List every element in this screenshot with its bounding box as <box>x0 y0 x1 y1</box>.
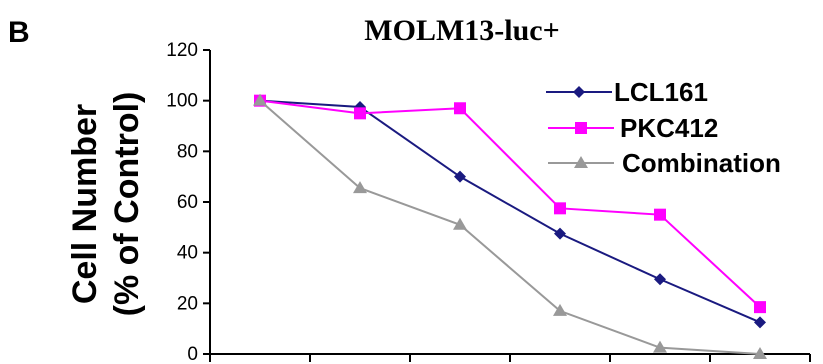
data-point <box>354 107 366 120</box>
data-point <box>453 217 467 230</box>
legend-label: PKC412 <box>620 113 718 143</box>
series-line <box>259 99 761 355</box>
legend-item-pkc412: PKC412 <box>548 113 718 143</box>
legend-label: Combination <box>622 148 781 178</box>
y-axis-label-line2: (% of Control) <box>108 92 146 317</box>
y-tick-label: 60 <box>177 192 198 213</box>
x-ticks <box>209 354 811 362</box>
data-point <box>454 170 466 183</box>
data-point <box>753 347 767 359</box>
legend-item-combination: Combination <box>548 148 781 178</box>
data-point <box>454 102 466 115</box>
y-tick-label: 120 <box>166 40 198 61</box>
panel-label: B <box>8 16 30 49</box>
data-point <box>353 181 367 194</box>
legend-marker <box>573 86 585 98</box>
data-point <box>654 273 666 286</box>
y-tick-label: 80 <box>177 141 198 162</box>
series-line <box>259 99 761 308</box>
legend: LCL161 PKC412 Combination <box>546 77 781 178</box>
legend-marker <box>574 156 588 168</box>
series-layer <box>253 93 767 359</box>
y-tick-label: 20 <box>177 293 198 314</box>
y-ticks: 0 20 40 60 80 100 120 <box>166 40 210 364</box>
chart-title: MOLM13-luc+ <box>364 14 559 47</box>
y-tick-label: 40 <box>177 243 198 264</box>
data-point <box>653 340 667 353</box>
data-point <box>554 227 566 240</box>
series-combination <box>253 93 767 359</box>
legend-marker <box>575 122 587 134</box>
legend-label: LCL161 <box>614 77 708 107</box>
y-axis-label-line1: Cell Number <box>66 104 104 304</box>
data-point <box>554 202 566 215</box>
data-point <box>754 301 766 314</box>
series-line <box>259 99 761 324</box>
data-point <box>553 303 567 316</box>
legend-item-lcl161: LCL161 <box>546 77 708 107</box>
data-point <box>654 208 666 221</box>
y-tick-label: 100 <box>166 91 198 112</box>
y-tick-label: 0 <box>187 344 198 364</box>
data-point <box>253 93 267 106</box>
data-point <box>754 316 766 329</box>
